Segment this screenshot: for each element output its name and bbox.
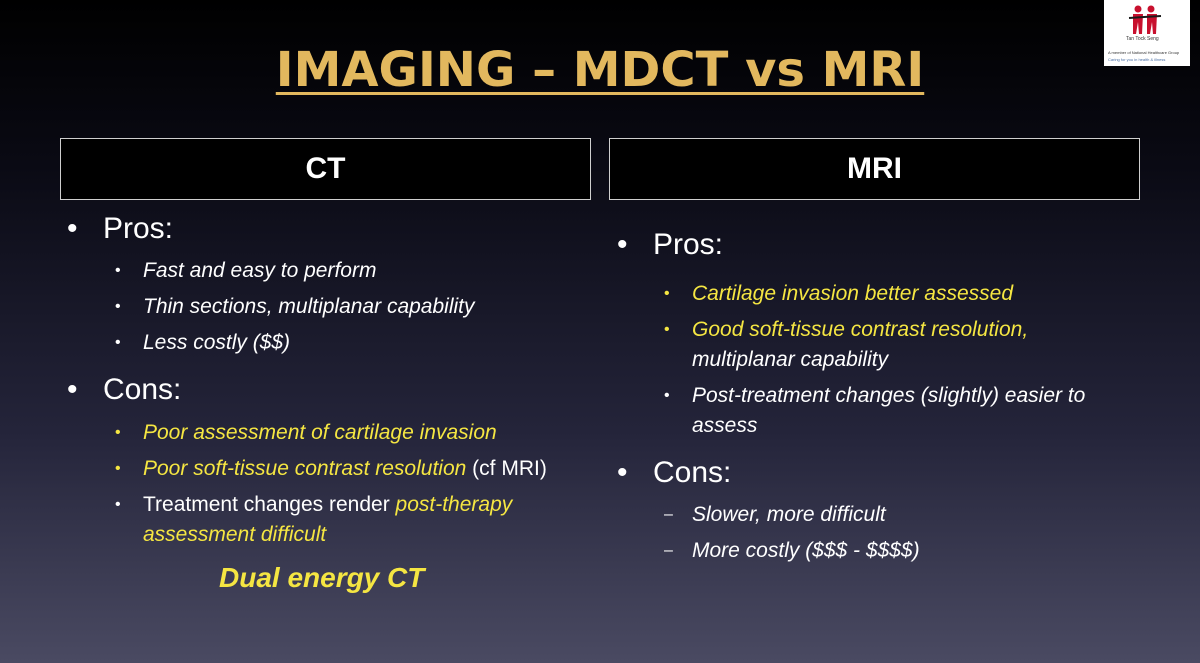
mri-pro-item-cont: assess [692, 414, 758, 437]
ct-pro-item: • Less costly ($$) [115, 328, 290, 358]
bullet-icon: • [115, 496, 121, 513]
slide-title: IMAGING – MDCT vs MRI [275, 42, 925, 98]
ct-pro-item: • Thin sections, multiplanar capability [115, 292, 475, 322]
ct-pro-item: • Fast and easy to perform [115, 256, 376, 286]
mri-con-item: – More costly ($$$ - $$$$) [664, 536, 920, 566]
mri-cons-label: Cons: [653, 456, 732, 489]
dual-energy-note: Dual energy CT [219, 562, 425, 593]
bullet-icon: • [115, 262, 121, 279]
bullet-icon: • [664, 321, 670, 338]
logo-tagline: A member of National Healthcare Group [1108, 50, 1180, 55]
bullet-icon: • [115, 460, 121, 477]
mri-con-item: – Slower, more difficult [664, 500, 886, 530]
ct-con-item: • Poor assessment of cartilage invasion [115, 418, 497, 448]
ct-con-item-cont: assessment difficult [143, 523, 327, 546]
mri-pro-item: • Cartilage invasion better assessed [664, 279, 1013, 309]
mri-cons-heading: • Cons: [617, 456, 732, 490]
logo-name: Tan Tock Seng [1126, 36, 1159, 42]
bullet-icon: • [664, 285, 670, 302]
dash-icon: – [664, 506, 673, 523]
mri-header-box: MRI [609, 138, 1140, 200]
ct-con-item: • Treatment changes render post-therapy [115, 490, 512, 520]
mri-pros-heading: • Pros: [617, 228, 724, 262]
bullet-icon: • [115, 298, 121, 315]
bullet-icon: • [115, 334, 121, 351]
hospital-logo: Tan Tock Seng A member of National Healt… [1104, 0, 1190, 66]
mri-pro-item: • Post-treatment changes (slightly) easie… [664, 381, 1085, 411]
ct-cons-heading: • Cons: [67, 373, 182, 407]
ct-header: CT [305, 152, 346, 185]
mri-pro-item: • Good soft-tissue contrast resolution, [664, 315, 1028, 345]
ct-header-box: CT [60, 138, 591, 200]
mri-pros-label: Pros: [653, 228, 724, 261]
ct-pros-label: Pros: [103, 212, 174, 245]
ct-pros-heading: • Pros: [67, 212, 174, 246]
logo-figures-icon [1128, 5, 1162, 34]
ct-con-item: • Poor soft-tissue contrast resolution (c… [115, 454, 547, 484]
mri-pro-item-cont: multiplanar capability [692, 348, 889, 371]
logo-slogan: Caring for you in health & illness [1108, 57, 1166, 62]
bullet-icon: • [115, 424, 121, 441]
bullet-icon: • [67, 212, 78, 245]
bullet-icon: • [617, 228, 628, 261]
bullet-icon: • [617, 456, 628, 489]
bullet-icon: • [664, 387, 670, 404]
mri-header: MRI [847, 152, 902, 185]
bullet-icon: • [67, 373, 78, 406]
ct-cons-label: Cons: [103, 373, 182, 406]
dash-icon: – [664, 542, 673, 559]
